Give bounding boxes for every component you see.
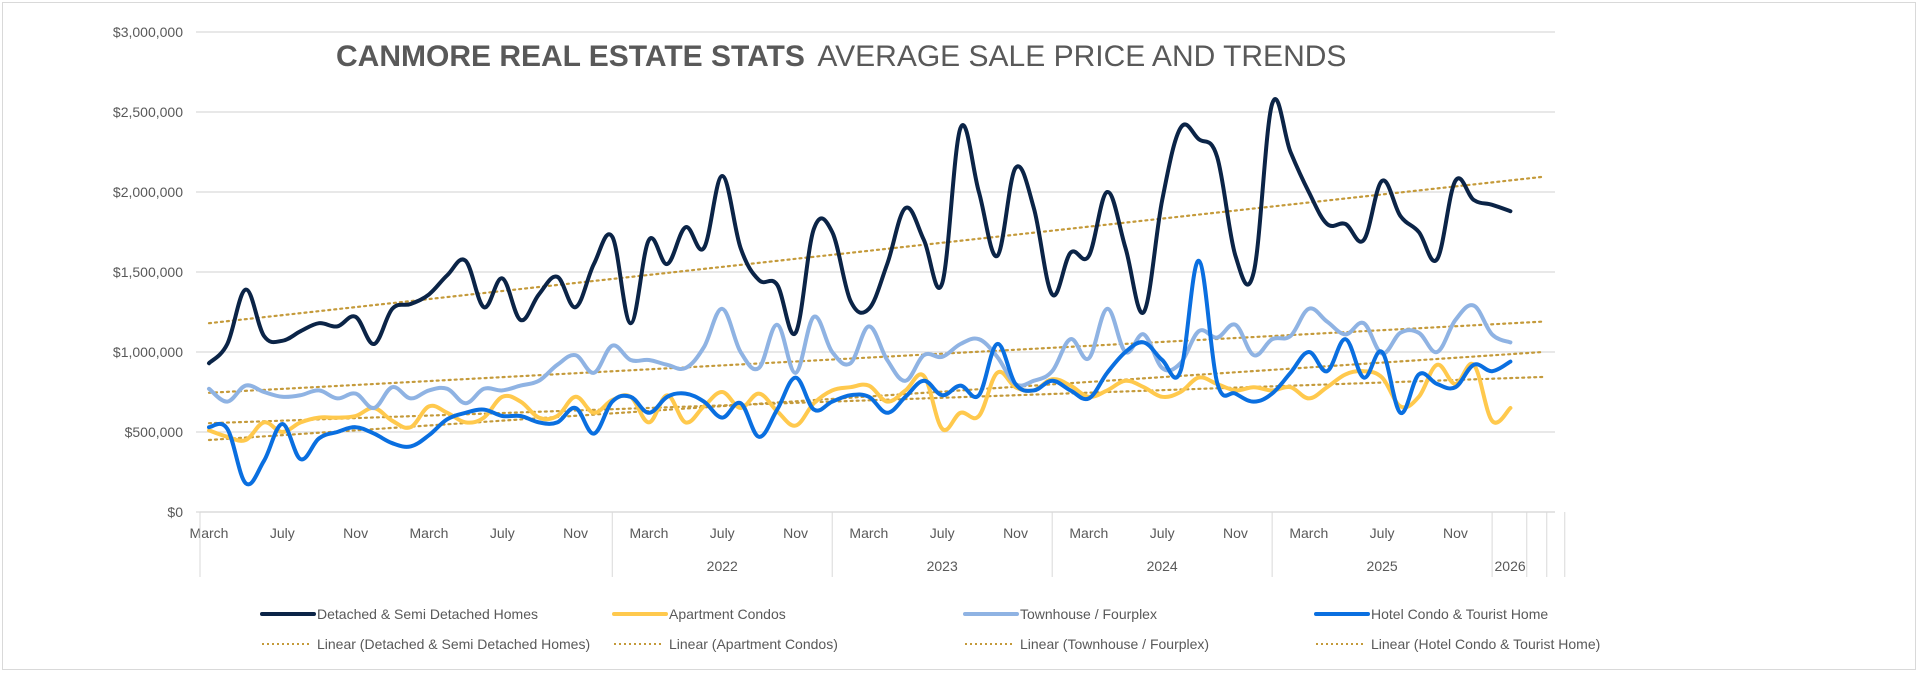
chart-title-rest: AVERAGE SALE PRICE AND TRENDS [817, 40, 1346, 73]
y-tick-label: $1,500,000 [113, 264, 183, 280]
gridlines [196, 31, 1555, 513]
series-lines [207, 97, 1513, 487]
x-month-label: Nov [343, 525, 368, 541]
legend-label: Apartment Condos [669, 606, 786, 622]
x-month-label: March [190, 525, 229, 541]
x-month-label: July [1370, 525, 1395, 541]
trendline [207, 175, 1545, 325]
trendline [207, 375, 1545, 425]
trendline [207, 320, 1545, 394]
x-year-label: 2023 [927, 558, 958, 574]
x-month-label: March [849, 525, 888, 541]
x-month-label: March [1289, 525, 1328, 541]
x-month-label: March [410, 525, 449, 541]
x-month-label: Nov [783, 525, 808, 541]
chart-title-bold: CANMORE REAL ESTATE STATS [336, 40, 805, 73]
legend-label: Linear (Apartment Condos) [669, 636, 838, 652]
y-axis: $0 $500,000 $1,000,000 $1,500,000 $2,000,000… [113, 24, 183, 520]
x-month-label: July [1150, 525, 1175, 541]
x-month-label: Nov [1003, 525, 1028, 541]
x-month-label: Nov [1443, 525, 1468, 541]
legend-label: Linear (Townhouse / Fourplex) [1020, 636, 1209, 652]
trendline [207, 350, 1545, 442]
x-month-label: March [1069, 525, 1108, 541]
series-line-townhouse-fourplex [207, 303, 1513, 410]
chart-title: CANMORE REAL ESTATE STATS AVERAGE SALE P… [336, 40, 1346, 73]
legend-label: Hotel Condo & Tourist Home [1371, 606, 1548, 622]
x-month-label: July [490, 525, 515, 541]
legend-label: Detached & Semi Detached Homes [317, 606, 538, 622]
x-axis: March July Nov March July Nov March July Nov Marc… [190, 511, 1566, 577]
y-tick-label: $500,000 [125, 424, 184, 440]
x-month-label: Nov [1223, 525, 1248, 541]
x-month-label: July [270, 525, 295, 541]
x-year-label: 2026 [1495, 558, 1526, 574]
y-tick-label: $3,000,000 [113, 24, 183, 40]
y-tick-label: $0 [167, 504, 183, 520]
x-month-label: July [710, 525, 735, 541]
x-year-label: 2022 [707, 558, 738, 574]
x-month-label: July [930, 525, 955, 541]
legend: Detached & Semi Detached Homes Apartment … [260, 606, 1600, 652]
x-year-label: 2025 [1367, 558, 1398, 574]
x-month-label: Nov [563, 525, 588, 541]
series-line-detached-semi-detached-homes [207, 97, 1513, 366]
x-year-label: 2024 [1147, 558, 1178, 574]
trendlines [207, 175, 1545, 442]
y-tick-label: $2,500,000 [113, 104, 183, 120]
legend-label: Townhouse / Fourplex [1020, 606, 1157, 622]
series-line-hotel-condo-tourist-home [207, 258, 1513, 487]
y-tick-label: $1,000,000 [113, 344, 183, 360]
series-line-apartment-condos [207, 361, 1513, 443]
legend-label: Linear (Hotel Condo & Tourist Home) [1371, 636, 1600, 652]
y-tick-label: $2,000,000 [113, 184, 183, 200]
x-month-label: March [629, 525, 668, 541]
legend-label: Linear (Detached & Semi Detached Homes) [317, 636, 590, 652]
